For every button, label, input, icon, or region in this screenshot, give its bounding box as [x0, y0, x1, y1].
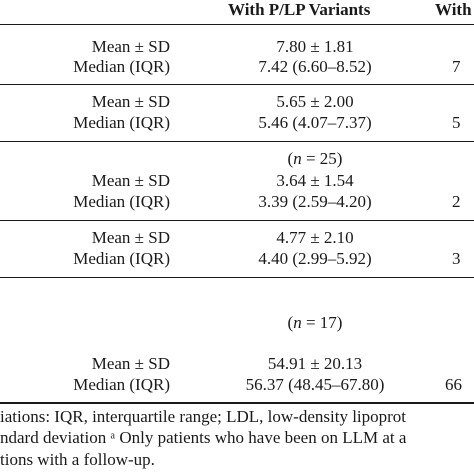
row-value: 5.46 (4.07–7.37) — [258, 113, 372, 132]
row-value: 4.40 (2.99–5.92) — [258, 249, 372, 268]
footnote-line: iations: IQR, interquartile range; LDL, … — [0, 407, 407, 426]
row-label: Median (IQR) — [73, 192, 170, 211]
row-value: 7.80 ± 1.81 — [276, 37, 354, 56]
row-value-next: 66 — [445, 375, 462, 394]
header-rule — [0, 24, 474, 25]
footnote-line: tions with a follow-up. — [0, 450, 155, 469]
row-label: Median (IQR) — [73, 375, 170, 394]
row-label: Median (IQR) — [73, 113, 170, 132]
n-label-text: (n = 25) — [287, 149, 343, 168]
row-value-next: 3 — [452, 249, 461, 268]
footnote-line: ndard deviation ᵃ Only patients who have… — [0, 428, 407, 447]
row-label: Mean ± SD — [91, 92, 170, 111]
row-value: 3.64 ± 1.54 — [276, 171, 354, 190]
row-label: Mean ± SD — [91, 354, 170, 373]
row-value-next: 2 — [452, 192, 461, 211]
table-bottom-rule — [0, 402, 474, 404]
column-header-plp: With P/LP Variants — [228, 0, 371, 19]
row-value: 54.91 ± 20.13 — [267, 354, 363, 373]
column-header-next: With — [435, 0, 472, 19]
row-value: 5.65 ± 2.00 — [276, 92, 354, 111]
row-value: 4.77 ± 2.10 — [276, 228, 354, 247]
row-label: Mean ± SD — [91, 228, 170, 247]
block-rule — [0, 220, 474, 221]
row-label: Mean ± SD — [91, 171, 170, 190]
row-label: Median (IQR) — [73, 249, 170, 268]
row-label: Median (IQR) — [73, 57, 170, 76]
row-label: Mean ± SD — [91, 37, 170, 56]
row-value: 56.37 (48.45–67.80) — [245, 375, 385, 394]
n-label: (n = 25) — [215, 149, 415, 169]
block-rule — [0, 141, 474, 142]
row-value: 7.42 (6.60–8.52) — [258, 57, 372, 76]
n-label-text: (n = 17) — [287, 313, 343, 332]
row-value-next: 5 — [452, 113, 461, 132]
block-rule — [0, 84, 474, 85]
n-label: (n = 17) — [215, 313, 415, 333]
block-rule — [0, 277, 474, 278]
row-value: 3.39 (2.59–4.20) — [258, 192, 372, 211]
row-value-next: 7 — [452, 57, 461, 76]
